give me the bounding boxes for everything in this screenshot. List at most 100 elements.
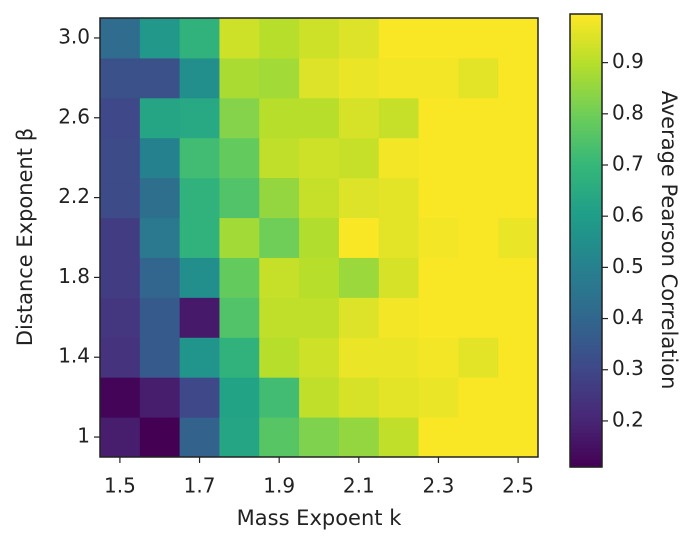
heatmap-cell	[100, 297, 141, 338]
heatmap-cell	[139, 57, 181, 99]
colorbar-segment	[570, 202, 602, 208]
colorbar-segment	[570, 349, 602, 355]
heatmap-cell	[378, 57, 420, 99]
heatmap-cell	[498, 57, 539, 99]
colorbar-segment	[570, 55, 602, 60]
heatmap-cell	[139, 217, 181, 258]
colorbar-segment	[570, 357, 602, 362]
colorbar-segment	[570, 399, 602, 404]
heatmap-cell	[179, 297, 220, 338]
heatmap-cell	[139, 297, 181, 338]
heatmap-cell	[100, 217, 141, 258]
heatmap-cell	[139, 177, 181, 219]
heatmap-cell	[338, 137, 380, 179]
heatmap-cell	[179, 18, 220, 59]
colorbar-segment	[570, 308, 602, 313]
heatmap-cell	[378, 177, 420, 219]
heatmap-cell	[378, 337, 420, 378]
heatmap-cell	[219, 257, 260, 298]
colorbar-segment	[570, 300, 602, 306]
colorbar-segment	[570, 134, 602, 140]
colorbar-segment	[570, 191, 602, 196]
heatmap-cell	[139, 417, 181, 458]
heatmap-cell	[179, 57, 220, 99]
heatmap-cell	[179, 177, 220, 219]
colorbar-segment	[570, 376, 602, 381]
heatmap-cell	[498, 137, 539, 179]
heatmap-cell	[498, 217, 539, 258]
heatmap-cell	[498, 257, 539, 298]
colorbar-tick-label: 0.9	[612, 49, 644, 73]
colorbar-segment	[570, 89, 602, 94]
heatmap-cell	[299, 137, 340, 179]
heatmap-cell	[259, 297, 300, 338]
colorbar-segment	[570, 278, 602, 283]
heatmap-cell	[299, 57, 340, 99]
heatmap-cell	[338, 337, 380, 378]
colorbar-segment	[570, 161, 602, 166]
colorbar-segment	[570, 63, 602, 68]
colorbar-tick-label: 0.2	[612, 407, 644, 431]
heatmap-cell	[498, 177, 539, 219]
heatmap-cell	[458, 137, 499, 179]
colorbar-segment	[570, 59, 602, 64]
heatmap-cell	[100, 97, 141, 139]
heatmap-cell	[418, 257, 459, 298]
colorbar-segment	[570, 168, 602, 174]
heatmap-cell	[378, 97, 420, 139]
heatmap-cell	[458, 337, 499, 378]
heatmap-cell	[338, 18, 380, 59]
colorbar-segment	[570, 451, 602, 457]
heatmap-cell	[259, 177, 300, 219]
heatmap-cell	[418, 217, 459, 258]
colorbar-segment	[570, 417, 602, 423]
heatmap-cell	[219, 217, 260, 258]
colorbar-segment	[570, 353, 602, 359]
heatmap-cell	[139, 18, 181, 59]
colorbar-segment	[570, 165, 602, 170]
heatmap-cell	[100, 177, 141, 219]
colorbar-segment	[570, 444, 602, 449]
colorbar-segment	[570, 270, 602, 276]
colorbar-segment	[570, 142, 602, 147]
heatmap-cell	[219, 57, 260, 99]
colorbar-segment	[570, 251, 602, 257]
colorbar-segment	[570, 331, 602, 336]
colorbar-segment	[570, 463, 602, 468]
colorbar-segment	[570, 282, 602, 287]
heatmap-cell	[219, 337, 260, 378]
colorbar-segment	[570, 17, 602, 23]
heatmap-cell	[259, 97, 300, 139]
colorbar-segment	[570, 263, 602, 268]
heatmap-cell	[378, 417, 420, 458]
heatmap-cell	[299, 417, 340, 458]
colorbar-segment	[570, 85, 602, 91]
colorbar-segment	[570, 153, 602, 159]
colorbar-segment	[570, 21, 602, 26]
colorbar-segment	[570, 51, 602, 57]
colorbar-segment	[570, 365, 602, 370]
x-tick-label: 2.1	[343, 474, 375, 498]
heatmap-cell	[259, 337, 300, 378]
colorbar-segment	[570, 70, 602, 75]
colorbar-segment	[570, 402, 602, 408]
colorbar-segment	[570, 346, 602, 351]
heatmap-cell	[418, 137, 459, 179]
colorbar-segment	[570, 425, 602, 430]
heatmap-cell	[219, 18, 260, 59]
heatmap-cell	[458, 257, 499, 298]
colorbar-segment	[570, 97, 602, 102]
heatmap-cell	[338, 217, 380, 258]
heatmap-cell	[458, 217, 499, 258]
colorbar-segment	[570, 338, 602, 344]
colorbar-segment	[570, 342, 602, 347]
colorbar-segment	[570, 440, 602, 445]
heatmap-cell	[219, 377, 260, 418]
heatmap-cell	[338, 377, 380, 418]
heatmap-cell	[139, 137, 181, 179]
x-axis-label: Mass Expoent k	[237, 506, 403, 530]
heatmap-cell	[179, 137, 220, 179]
heatmap-cell	[418, 377, 459, 418]
heatmap-cell	[498, 297, 539, 338]
